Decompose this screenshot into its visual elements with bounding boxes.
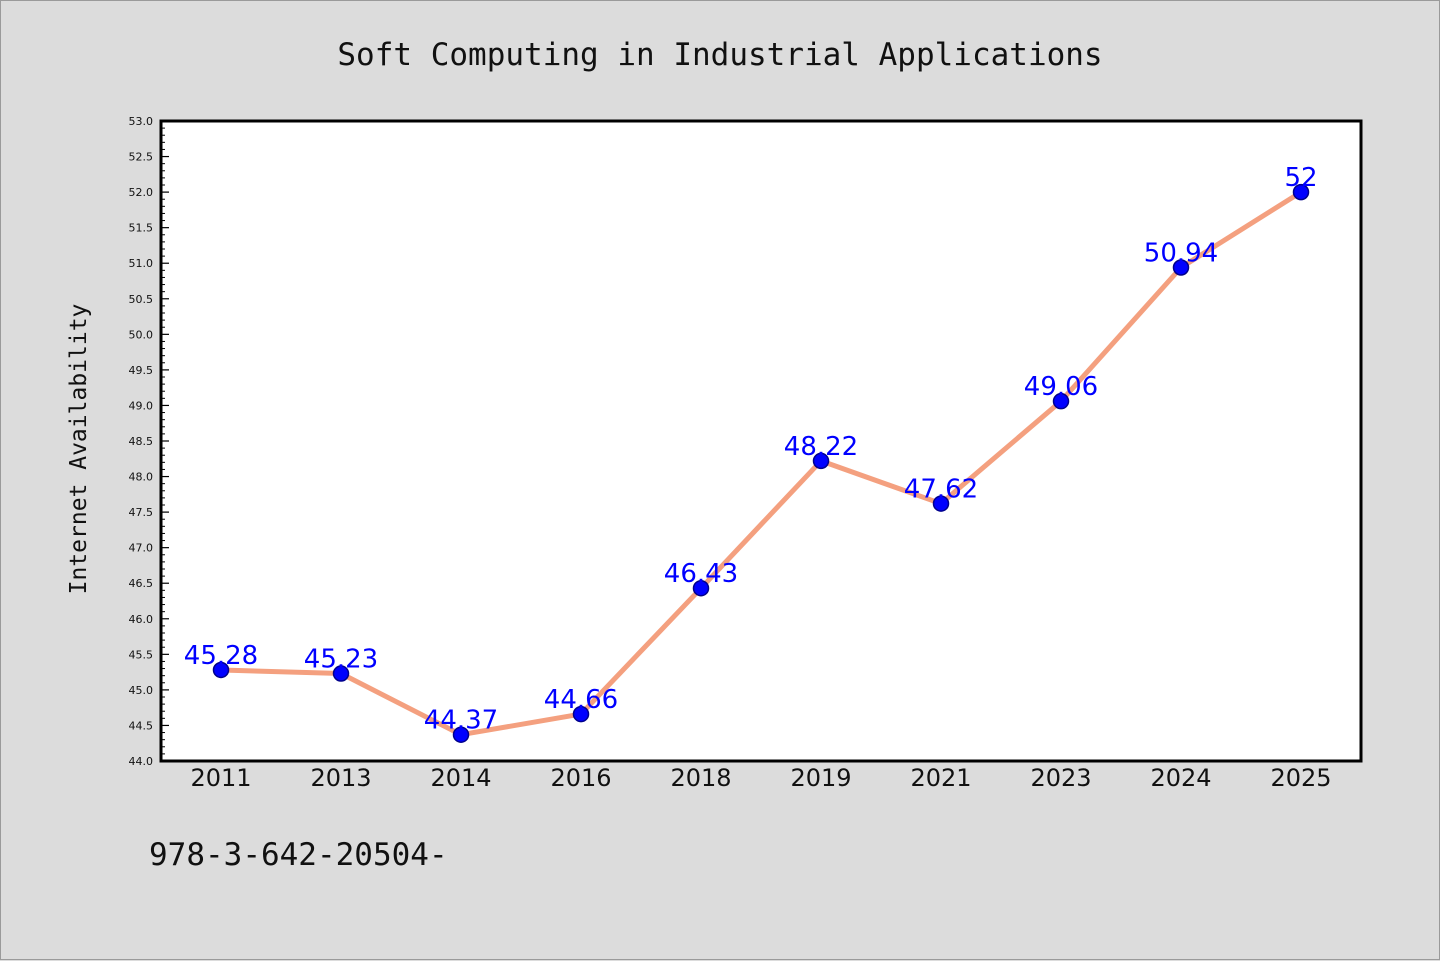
y-tick-label: 51.5 — [129, 222, 154, 235]
y-axis-label: Internet Availability — [66, 304, 92, 595]
data-label: 52 — [1284, 163, 1317, 193]
y-tick-label: 45.0 — [129, 684, 154, 697]
y-tick-label: 46.5 — [129, 577, 154, 590]
y-tick-label: 52.5 — [129, 151, 154, 164]
chart-title: Soft Computing in Industrial Application… — [337, 37, 1102, 73]
series-layer: 45.28 45.23 44.37 44.66 46.43 48.22 47.62 49.06… — [184, 163, 1318, 743]
x-tick-label: 2016 — [550, 764, 611, 792]
data-label: 50.94 — [1144, 238, 1218, 268]
data-label: 44.66 — [544, 685, 618, 715]
y-tick-label: 49.0 — [129, 399, 154, 412]
data-point — [212, 661, 230, 679]
y-tick-label: 50.0 — [129, 328, 154, 341]
data-point — [332, 665, 350, 682]
y-tick-label: 47.5 — [129, 506, 154, 519]
x-tick-label: 2024 — [1150, 764, 1211, 792]
y-tick-label: 51.0 — [129, 257, 154, 270]
x-tick-label: 2011 — [190, 764, 251, 792]
y-tick-label: 48.0 — [129, 471, 154, 484]
data-label: 44.37 — [424, 706, 498, 736]
x-tick-label: 2025 — [1270, 764, 1331, 792]
data-label: 45.28 — [184, 641, 258, 671]
data-point — [932, 495, 950, 512]
data-point — [1052, 392, 1070, 410]
y-tick-label: 45.5 — [129, 648, 154, 661]
data-point — [452, 726, 470, 743]
y-tick-label: 53.0 — [129, 115, 154, 128]
data-label: 47.62 — [904, 475, 978, 505]
x-tick-label: 2013 — [310, 764, 371, 792]
data-label: 48.22 — [784, 432, 858, 462]
x-tick-label: 2019 — [790, 764, 851, 792]
series-line — [218, 189, 1304, 738]
x-axis-ticks: 2011 2013 2014 2016 2018 2019 2021 2023 2024 2025 — [190, 764, 1331, 792]
data-point — [812, 452, 830, 470]
data-point — [1172, 259, 1190, 276]
y-tick-label: 50.5 — [129, 293, 154, 306]
y-tick-label: 44.0 — [129, 755, 154, 768]
y-tick-label: 47.0 — [129, 542, 154, 555]
x-tick-label: 2014 — [430, 764, 491, 792]
y-tick-label: 52.0 — [129, 186, 154, 199]
x-tick-label: 2018 — [670, 764, 731, 792]
footer-text: 978-3-642-20504- — [149, 837, 448, 873]
x-tick-label: 2021 — [910, 764, 971, 792]
plot-area — [161, 121, 1361, 761]
data-label: 49.06 — [1024, 372, 1098, 402]
y-tick-label: 46.0 — [129, 613, 154, 626]
data-point — [1292, 183, 1310, 201]
y-tick-label: 49.5 — [129, 364, 154, 377]
data-label: 46.43 — [664, 559, 738, 589]
plot-border — [159, 119, 1363, 763]
x-tick-label: 2023 — [1030, 764, 1091, 792]
y-tick-label: 48.5 — [129, 435, 154, 448]
data-label: 45.23 — [304, 645, 378, 675]
y-tick-label: 44.5 — [129, 719, 154, 732]
data-point — [692, 579, 710, 597]
data-point — [572, 705, 590, 723]
